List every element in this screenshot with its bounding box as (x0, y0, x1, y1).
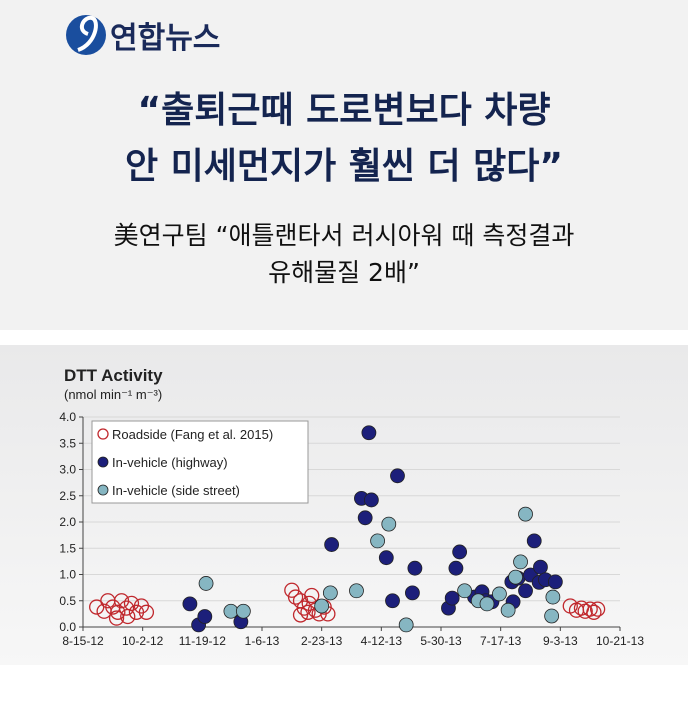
legend-marker (97, 456, 109, 468)
headline: 안 미세먼지가 훨씬 더 많다” (125, 146, 563, 187)
legend-label: Roadside (Fang et al. 2015) (112, 427, 273, 442)
point (518, 583, 533, 599)
point (314, 598, 330, 614)
point (381, 516, 397, 532)
point (508, 569, 523, 585)
y-axis-label: (nmol min⁻¹ m⁻³) (64, 387, 162, 402)
point (518, 506, 533, 522)
point (407, 560, 423, 576)
legend-label: In-vehicle (side street) (112, 483, 240, 498)
point (361, 425, 377, 441)
point (405, 585, 420, 601)
point (547, 574, 563, 590)
legend-box (91, 420, 309, 504)
point (444, 590, 460, 606)
point (589, 601, 606, 617)
x-tick-label: 4-12-13 (361, 634, 403, 648)
point (138, 604, 155, 620)
x-tick-label: 9-3-13 (543, 634, 578, 648)
y-tick-label: 4.0 (59, 410, 76, 424)
point (223, 603, 239, 619)
y-tick-label: 1.5 (59, 541, 76, 555)
point (448, 560, 464, 576)
y-tick-label: 0.0 (59, 620, 76, 634)
x-tick-label: 2-23-13 (301, 634, 343, 648)
point (118, 600, 135, 616)
point (110, 604, 126, 620)
point (513, 554, 528, 570)
point (235, 603, 251, 619)
x-tick-label: 5-30-13 (420, 634, 462, 648)
point (582, 601, 598, 617)
point (304, 587, 320, 604)
point (182, 596, 198, 612)
logo-swirl (77, 15, 98, 52)
legend-marker (97, 428, 109, 440)
point (390, 468, 405, 484)
point (586, 604, 602, 620)
y-tick-label: 2.5 (59, 489, 76, 503)
x-tick-label: 10-2-12 (122, 634, 164, 648)
point (292, 607, 309, 623)
point (526, 533, 542, 549)
point (357, 510, 373, 526)
subtitle: 유해물질 2배” (268, 258, 420, 287)
x-tick-label: 11-19-12 (179, 634, 226, 648)
point (545, 589, 561, 605)
point (108, 610, 125, 626)
y-tick-label: 3.5 (59, 436, 76, 450)
brand: 연합뉴스 (110, 21, 220, 56)
y-tick-label: 1.0 (59, 568, 76, 582)
y-tick-label: 0.5 (59, 594, 76, 608)
legend-marker (97, 484, 109, 496)
point (370, 533, 386, 549)
point (398, 617, 414, 633)
plot: 0.0 0.5 1.0 1.5 2.0 2.5 3.0 3.5 4.0 8-15-12 10-2-1… (59, 410, 644, 648)
y-tick-label: 3.0 (59, 463, 76, 477)
point (322, 585, 338, 601)
point (378, 550, 394, 566)
headline: “출퇴근때 도로변보다 차량 (137, 90, 550, 131)
point (500, 602, 516, 618)
point (363, 492, 379, 508)
point (197, 609, 213, 624)
header-bg (0, 0, 688, 330)
point (287, 589, 304, 605)
point (300, 604, 316, 620)
x-tick-label: 1-6-13 (245, 634, 280, 648)
point (324, 537, 340, 552)
subtitle: 美연구팀 “애틀랜타서 러시아워 때 측정결과 (114, 221, 575, 250)
point (349, 583, 364, 599)
x-tick-label: 8-15-12 (62, 634, 104, 648)
y-tick-label: 2.0 (59, 515, 76, 529)
point (385, 593, 400, 609)
point (120, 608, 136, 625)
point (479, 596, 495, 612)
x-tick-label: 10-21-13 (596, 634, 644, 648)
logo (66, 15, 106, 55)
x-tick-label: 7-17-13 (480, 634, 522, 648)
point (452, 544, 468, 560)
chart-title: DTT Activity (64, 366, 163, 385)
point (544, 608, 560, 624)
point (457, 583, 473, 599)
legend-label: In-vehicle (highway) (112, 455, 228, 470)
point (492, 586, 507, 602)
point (533, 559, 548, 575)
point (198, 576, 214, 591)
